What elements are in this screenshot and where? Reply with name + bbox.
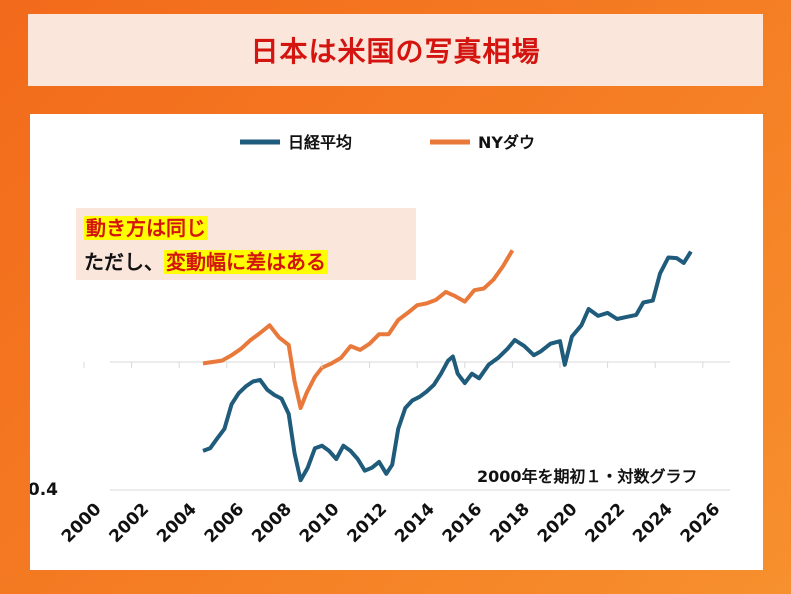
x-tick-label-2002: 2002 <box>106 499 154 547</box>
chart-note: 2000年を期初１・対数グラフ <box>477 467 698 486</box>
chart-panel: 日経平均 NYダウ 0.4 2000 2002 2004 2006 2008 2010 20… <box>30 114 763 570</box>
callout-prefix: ただし、 <box>84 250 164 274</box>
x-axis-ticks: 2000 2002 2004 2006 2008 2010 2012 2014 2016 2018… <box>58 362 724 547</box>
callout-highlight-1: 動き方は同じ <box>84 216 208 240</box>
x-tick-label-2000: 2000 <box>58 499 106 547</box>
x-tick-label-2024: 2024 <box>629 499 677 547</box>
x-tick-label-2010: 2010 <box>296 499 344 547</box>
x-tick-label-2022: 2022 <box>582 499 630 547</box>
x-tick-label-2004: 2004 <box>153 499 201 547</box>
series-line-nikkei <box>202 250 693 483</box>
x-tick-label-2006: 2006 <box>201 499 249 547</box>
title-banner: 日本は米国の写真相場 <box>28 14 763 86</box>
y-tick-label-0.4: 0.4 <box>30 480 58 500</box>
x-tick-label-2018: 2018 <box>486 499 534 547</box>
legend: 日経平均 NYダウ <box>240 133 535 152</box>
line-chart: 日経平均 NYダウ 0.4 2000 2002 2004 2006 2008 2010 20… <box>30 133 730 547</box>
callout-line-1: 動き方は同じ <box>84 212 208 241</box>
annotation-callout: 動き方は同じ ただし、 変動幅に差はある <box>76 208 416 280</box>
x-tick-label-2016: 2016 <box>439 499 487 547</box>
x-tick-label-2014: 2014 <box>391 499 439 547</box>
page-title: 日本は米国の写真相場 <box>250 35 541 68</box>
x-tick-label-2026: 2026 <box>677 499 725 547</box>
legend-label-dow: NYダウ <box>478 133 535 152</box>
legend-label-nikkei: 日経平均 <box>288 133 352 152</box>
x-tick-label-2012: 2012 <box>344 499 392 547</box>
callout-highlight-2: 変動幅に差はある <box>164 250 328 274</box>
series-line-dow <box>202 249 515 410</box>
x-tick-label-2008: 2008 <box>248 499 296 547</box>
x-tick-label-2020: 2020 <box>534 499 582 547</box>
plot-area <box>202 249 693 483</box>
callout-line-2: ただし、 変動幅に差はある <box>84 246 328 275</box>
